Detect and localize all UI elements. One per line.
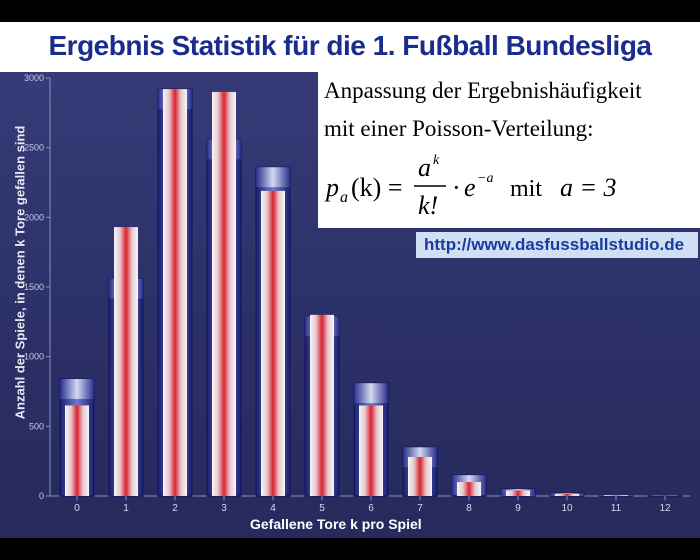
observed-bar <box>212 91 236 496</box>
formula-e-exp: −a <box>477 171 493 186</box>
poisson-bar-cap <box>256 167 290 188</box>
x-tick-label: 8 <box>466 503 472 514</box>
page-title: Ergebnis Statistik für die 1. Fußball Bu… <box>48 30 653 61</box>
observed-bar <box>310 314 334 496</box>
x-tick-label: 11 <box>611 503 622 514</box>
observed-bar <box>457 482 481 496</box>
observed-bar <box>114 227 138 496</box>
observed-bar <box>555 493 579 496</box>
formula-box: Anpassung der Ergebnishäufigkeit mit ein… <box>318 72 700 228</box>
y-tick-label: 3000 <box>24 73 44 83</box>
formula-e: e <box>464 173 476 202</box>
y-tick-label: 1000 <box>24 352 44 362</box>
y-tick-label: 2000 <box>24 212 44 222</box>
poisson-bar-cap <box>60 378 94 399</box>
formula-numerator-exp: k <box>433 153 440 168</box>
x-tick-label: 9 <box>515 503 521 514</box>
observed-bar <box>408 456 432 496</box>
formula-sub-a: a <box>340 189 348 206</box>
observed-bar <box>261 190 285 497</box>
observed-bar <box>359 405 383 496</box>
poisson-bar-cap <box>354 383 388 404</box>
x-tick-label: 1 <box>123 503 129 514</box>
formula-p: p <box>324 173 339 202</box>
y-tick-label: 2500 <box>24 143 44 153</box>
x-tick-label: 3 <box>221 503 227 514</box>
bottom-black-bar <box>0 538 700 560</box>
formula-arg: (k) = <box>351 173 402 202</box>
observed-bar <box>65 405 89 496</box>
formula-mit: mit <box>510 176 542 202</box>
x-tick-label: 12 <box>659 503 671 514</box>
y-tick-label: 0 <box>39 491 44 501</box>
observed-bar <box>506 490 530 496</box>
poisson-formula: p a (k) = a k k! · e −a mit a = 3 <box>324 153 617 220</box>
website-link[interactable]: http://www.dasfussballstudio.de <box>416 232 698 258</box>
formula-caption-line2: mit einer Poisson-Verteilung: <box>324 116 594 141</box>
x-tick-label: 7 <box>417 503 423 514</box>
x-tick-label: 10 <box>561 503 573 514</box>
top-black-bar <box>0 0 700 22</box>
formula-numerator: a <box>418 153 431 182</box>
observed-bar <box>604 495 628 496</box>
formula-caption-line1: Anpassung der Ergebnishäufigkeit <box>324 78 642 103</box>
x-tick-label: 0 <box>74 503 80 514</box>
x-tick-label: 2 <box>172 503 178 514</box>
formula-denominator: k! <box>418 191 438 220</box>
x-axis-label: Gefallene Tore k pro Spiel <box>250 516 422 532</box>
x-tick-label: 6 <box>368 503 374 514</box>
x-tick-label: 4 <box>270 503 276 514</box>
formula-dot: · <box>452 173 461 202</box>
observed-bar <box>163 89 187 496</box>
formula-a-value: a = 3 <box>560 173 617 202</box>
x-tick-label: 5 <box>319 503 325 514</box>
y-tick-label: 500 <box>29 421 44 431</box>
y-tick-label: 1500 <box>24 282 44 292</box>
y-axis-label: Anzahl der Spiele, in denen k Tore gefal… <box>12 125 28 420</box>
